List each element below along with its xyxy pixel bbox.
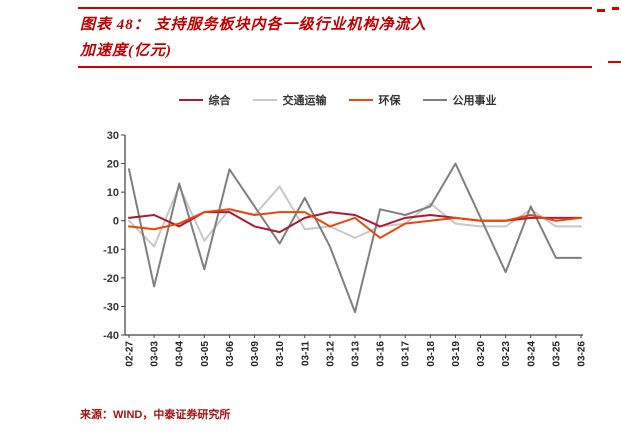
clipped-text-fragment xyxy=(597,9,605,12)
clipped-rule-fragment xyxy=(608,61,621,63)
y-tick-label: 30 xyxy=(107,130,119,142)
x-tick-label: 03-25 xyxy=(551,341,562,367)
x-tick-label: 03-17 xyxy=(401,341,412,367)
figure-title-line-2: 加速度(亿元) xyxy=(80,43,172,59)
legend-item: 交通运输 xyxy=(252,92,327,108)
x-tick-label: 03-11 xyxy=(300,341,311,366)
legend-label: 环保 xyxy=(378,95,401,107)
title-top-rule xyxy=(78,7,592,9)
source-note: 来源：WIND，中泰证券研究所 xyxy=(80,409,231,421)
x-tick-label: 03-12 xyxy=(325,341,336,367)
series-environmental-protection xyxy=(128,208,582,239)
y-tick-label: -10 xyxy=(103,244,119,256)
figure-title-line-1: 图表 48： 支持服务板块内各一级行业机构净流入 xyxy=(80,17,427,33)
legend-label: 公用事业 xyxy=(452,95,497,107)
legend-label: 交通运输 xyxy=(282,95,327,107)
x-tick-label: 03-03 xyxy=(150,341,161,367)
series-public-utilities xyxy=(128,162,582,314)
x-tick-label: 03-10 xyxy=(275,341,286,367)
line-chart: 综合 交通运输 环保 公用事业 30 20 10 0 -10 -20 -30 -40 02-27 03-… xyxy=(85,88,590,392)
legend-swatch xyxy=(348,99,373,101)
clipped-text-fragment xyxy=(612,7,619,10)
legend-swatch xyxy=(252,99,277,101)
y-tick-label: -20 xyxy=(103,273,119,285)
legend-item: 公用事业 xyxy=(422,92,497,108)
x-tick-label: 03-05 xyxy=(200,341,211,367)
x-tick-label: 03-18 xyxy=(426,341,437,367)
x-tick-label: 02-27 xyxy=(125,341,136,367)
x-tick-label: 03-26 xyxy=(577,341,588,367)
y-tick-label: 20 xyxy=(107,159,119,171)
legend-swatch xyxy=(178,99,203,101)
x-tick-label: 03-23 xyxy=(501,341,512,367)
x-tick-label: 03-09 xyxy=(250,341,261,367)
y-tick-label: -30 xyxy=(103,301,119,313)
legend-label: 综合 xyxy=(208,95,231,107)
x-tick-label: 03-24 xyxy=(526,341,537,367)
y-tick-label: 0 xyxy=(113,216,119,228)
x-tick-label: 03-06 xyxy=(225,341,236,367)
x-tick-label: 03-20 xyxy=(476,341,487,367)
x-tick-label: 03-19 xyxy=(451,341,462,367)
y-tick-label: 10 xyxy=(107,187,119,199)
x-tick-label: 03-13 xyxy=(351,341,362,367)
figure-title: 图表 48： 支持服务板块内各一级行业机构净流入 加速度(亿元) xyxy=(80,12,590,64)
legend-item: 综合 xyxy=(178,92,231,108)
series-transportation xyxy=(128,185,582,248)
chart-legend: 综合 交通运输 环保 公用事业 xyxy=(85,88,590,112)
x-tick-label: 03-16 xyxy=(376,341,387,367)
legend-item: 环保 xyxy=(348,92,401,108)
legend-swatch xyxy=(422,99,447,101)
x-tick-label: 03-04 xyxy=(175,341,186,367)
chart-canvas: 30 20 10 0 -10 -20 -30 -40 02-27 03-03 03-04 03-05 0… xyxy=(103,130,588,367)
y-tick-label: -40 xyxy=(103,330,119,342)
title-bottom-rule xyxy=(78,66,592,68)
